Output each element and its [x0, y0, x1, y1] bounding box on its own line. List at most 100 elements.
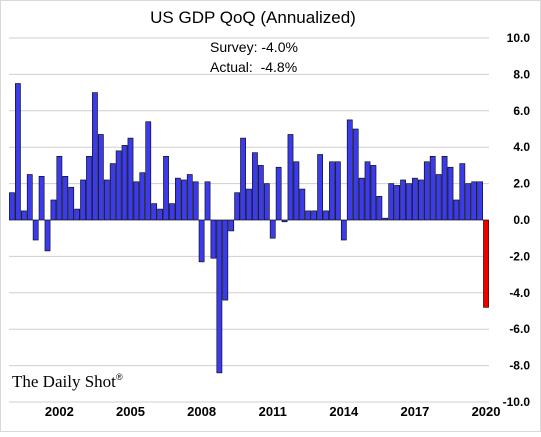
bar [317, 154, 323, 221]
bar [192, 181, 199, 221]
y-tick-label: 10.0 [507, 31, 531, 45]
bar [346, 119, 353, 221]
bar [471, 181, 478, 221]
y-tick-label: 0.0 [513, 213, 530, 227]
bar [32, 219, 39, 241]
bar [80, 179, 86, 221]
bar [133, 181, 140, 221]
x-tick-label: 2008 [187, 404, 216, 419]
y-tick-label: 2.0 [513, 177, 530, 191]
bar [92, 92, 98, 221]
bar [400, 179, 406, 221]
x-tick-label: 2005 [116, 404, 145, 419]
bar [109, 163, 116, 221]
bar [352, 128, 359, 221]
y-tick-label: 6.0 [513, 104, 530, 118]
bar [299, 188, 306, 221]
watermark-text: The Daily Shot [12, 372, 116, 391]
bar [335, 161, 341, 221]
x-tick-label: 2020 [472, 404, 501, 419]
y-axis-ticks: 10.0 8.0 6.0 4.0 2.0 0.0 -2.0 -4.0 -6.0 -8.0 -10.0 [503, 31, 531, 409]
bar-latest [483, 219, 489, 308]
bar [68, 186, 75, 221]
actual-annotation: Actual: -4.8% [210, 59, 297, 75]
bar [477, 181, 483, 221]
bar [423, 161, 430, 221]
bar [15, 83, 21, 221]
x-tick-label: 2017 [400, 404, 429, 419]
bar [86, 156, 92, 221]
bar [139, 172, 146, 221]
bar [305, 210, 312, 221]
bar [121, 145, 128, 221]
bar [151, 203, 158, 221]
bar [269, 219, 276, 239]
bar [216, 219, 223, 374]
bar [417, 179, 424, 221]
bar [204, 181, 211, 221]
bar [323, 210, 329, 221]
bar [240, 137, 246, 221]
bar [406, 183, 412, 221]
bars [9, 83, 489, 374]
bar [180, 179, 187, 221]
bar [358, 177, 365, 221]
bar [50, 199, 57, 221]
bar [198, 219, 205, 263]
bar [311, 210, 318, 221]
bar [62, 176, 69, 221]
bar [228, 219, 235, 232]
x-axis-ticks: 2002 2005 2008 2011 2014 2017 2020 [45, 404, 501, 419]
y-tick-label: -2.0 [509, 249, 530, 263]
bar [169, 203, 175, 221]
bar [412, 177, 418, 221]
survey-annotation: Survey: -4.0% [210, 39, 298, 55]
y-tick-label: -8.0 [509, 359, 530, 373]
bar [394, 185, 401, 221]
bar [459, 163, 466, 221]
bar [329, 161, 335, 221]
bar [281, 219, 288, 223]
bar [364, 161, 371, 221]
bar [38, 176, 45, 221]
bar [56, 156, 63, 221]
bar [252, 152, 258, 221]
y-tick-label: -4.0 [509, 286, 530, 300]
bar [465, 183, 472, 221]
bar [157, 208, 163, 221]
y-tick-label: -10.0 [503, 395, 531, 409]
bar [275, 166, 282, 221]
y-tick-label: -6.0 [509, 322, 530, 336]
x-tick-label: 2014 [329, 404, 359, 419]
bar [186, 174, 193, 221]
bar [263, 183, 270, 221]
bar [441, 156, 448, 221]
bar [453, 199, 460, 221]
watermark-registered-mark: ® [116, 372, 123, 382]
bar [145, 121, 152, 221]
bar [340, 219, 347, 241]
bar [210, 219, 217, 259]
bar [97, 134, 104, 221]
bar [163, 156, 169, 221]
bar [370, 165, 377, 221]
bar [74, 208, 81, 221]
bar [103, 179, 110, 221]
bar [9, 192, 15, 221]
bar [175, 177, 181, 221]
bar [222, 219, 229, 301]
x-tick-label: 2011 [259, 404, 287, 419]
bar [115, 150, 122, 221]
bar [447, 166, 454, 221]
bar [388, 183, 395, 221]
bar [127, 137, 134, 221]
bar [382, 217, 389, 221]
x-tick-label: 2002 [45, 404, 74, 419]
bar [293, 161, 300, 221]
bar [44, 219, 51, 252]
bar [435, 174, 442, 221]
bar [376, 196, 383, 221]
bar [257, 165, 264, 221]
